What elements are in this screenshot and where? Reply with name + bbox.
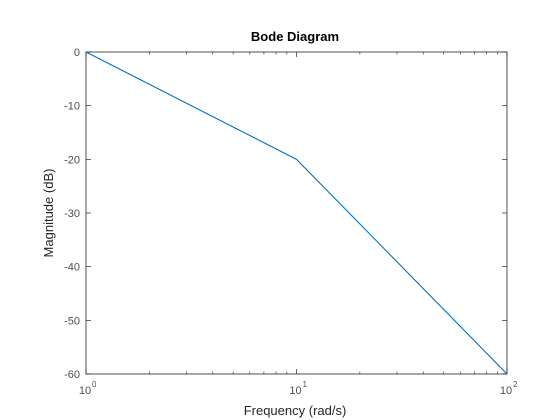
y-tick-label: 0 — [74, 47, 80, 59]
y-tick-label: -60 — [64, 369, 80, 381]
plot-area-box — [85, 51, 508, 375]
x-axis-label: Frequency (rad/s) — [244, 403, 347, 418]
magnitude-line — [85, 51, 508, 375]
chart-title: Bode Diagram — [251, 29, 339, 44]
y-tick-label: -10 — [64, 101, 80, 113]
x-tick-label-base: 10 — [79, 385, 91, 397]
y-axis-label: Magnitude (dB) — [41, 169, 56, 258]
x-tick-label-base: 10 — [500, 385, 512, 397]
y-tick-label: -50 — [64, 315, 80, 327]
y-tick-label: -30 — [64, 208, 80, 220]
x-tick-label-exp: 1 — [303, 380, 308, 389]
x-tick-label-base: 10 — [289, 385, 301, 397]
x-tick-label-exp: 0 — [92, 380, 97, 389]
y-tick-label: -20 — [64, 154, 80, 166]
y-tick-label: -40 — [64, 262, 80, 274]
x-tick-label-exp: 2 — [513, 380, 518, 389]
